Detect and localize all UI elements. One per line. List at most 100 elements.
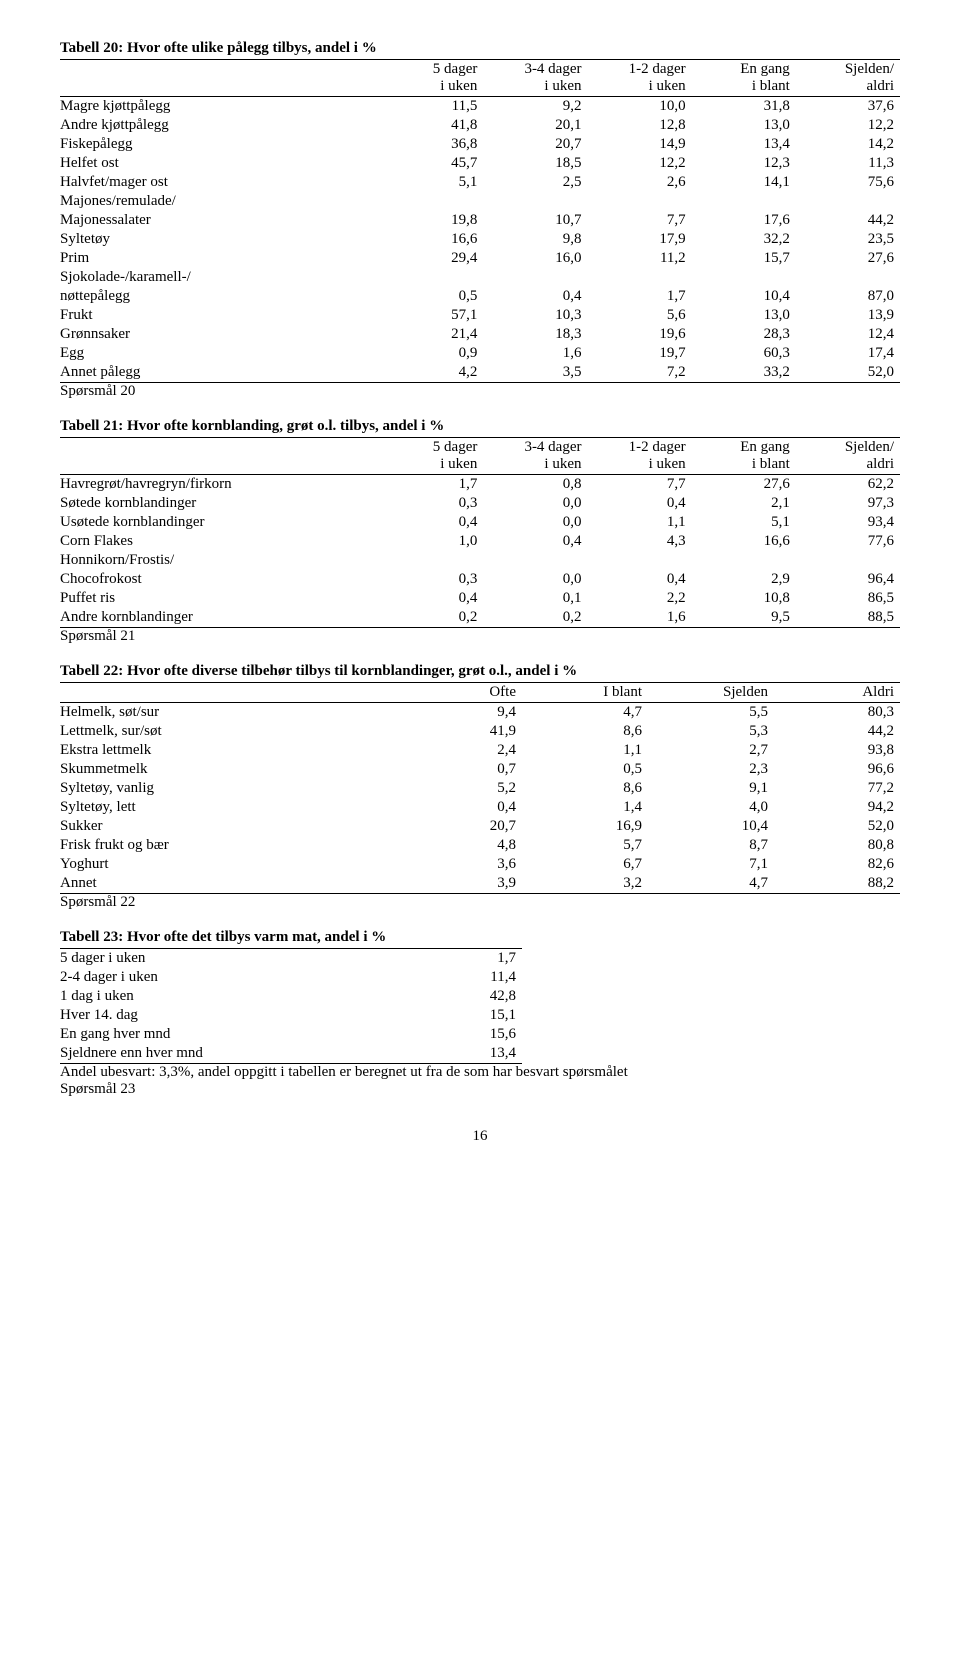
row-label: Egg (60, 344, 379, 363)
table-20-title: Tabell 20: Hvor ofte ulike pålegg tilbys… (60, 40, 900, 57)
table-row: Skummetmelk0,70,52,396,6 (60, 760, 900, 779)
table-row: Prim29,416,011,215,727,6 (60, 249, 900, 268)
cell: 10,7 (483, 211, 587, 230)
cell (588, 551, 692, 570)
cell: 11,5 (379, 97, 483, 117)
cell: 0,0 (483, 570, 587, 589)
row-label: Halvfet/mager ost (60, 173, 379, 192)
cell (796, 551, 900, 570)
table-23-note: Andel ubesvart: 3,3%, andel oppgitt i ta… (60, 1064, 900, 1081)
cell: 18,3 (483, 325, 587, 344)
cell: 7,1 (648, 855, 774, 874)
cell (796, 192, 900, 211)
cell: 4,0 (648, 798, 774, 817)
table-21-header-row: 5 dageri uken 3-4 dageri uken 1-2 dageri… (60, 438, 900, 475)
table-row: Egg0,91,619,760,317,4 (60, 344, 900, 363)
col-header: En gangi blant (692, 438, 796, 475)
row-label: Majonessalater (60, 211, 379, 230)
table-23-grid: 5 dager i uken1,72-4 dager i uken11,41 d… (60, 948, 522, 1064)
table-22-header-row: Ofte I blant Sjelden Aldri (60, 683, 900, 703)
row-label: Syltetøy (60, 230, 379, 249)
table-row: Corn Flakes1,00,44,316,677,6 (60, 532, 900, 551)
cell: 2,1 (692, 494, 796, 513)
row-label: Grønnsaker (60, 325, 379, 344)
cell: 10,4 (692, 287, 796, 306)
table-21-grid: 5 dageri uken 3-4 dageri uken 1-2 dageri… (60, 437, 900, 628)
cell: 5,6 (588, 306, 692, 325)
table-row: Annet pålegg4,23,57,233,252,0 (60, 363, 900, 383)
row-label: Helmelk, søt/sur (60, 703, 396, 723)
cell: 7,7 (588, 211, 692, 230)
cell: 4,2 (379, 363, 483, 383)
cell: 5,3 (648, 722, 774, 741)
table-row: Sjeldnere enn hver mnd13,4 (60, 1044, 522, 1064)
cell: 36,8 (379, 135, 483, 154)
cell: 93,8 (774, 741, 900, 760)
table-22-grid: Ofte I blant Sjelden Aldri Helmelk, søt/… (60, 682, 900, 894)
cell: 41,9 (396, 722, 522, 741)
row-label: Lettmelk, sur/søt (60, 722, 396, 741)
table-row: Fiskepålegg36,820,714,913,414,2 (60, 135, 900, 154)
cell: 1,7 (588, 287, 692, 306)
cell: 16,9 (522, 817, 648, 836)
cell (588, 268, 692, 287)
row-label: Annet (60, 874, 396, 894)
cell (796, 268, 900, 287)
cell: 17,9 (588, 230, 692, 249)
cell: 33,2 (692, 363, 796, 383)
cell: 14,9 (588, 135, 692, 154)
table-row: Grønnsaker21,418,319,628,312,4 (60, 325, 900, 344)
table-row: Frukt57,110,35,613,013,9 (60, 306, 900, 325)
table-row: Majones/remulade/ (60, 192, 900, 211)
row-label: Hver 14. dag (60, 1006, 383, 1025)
cell: 9,1 (648, 779, 774, 798)
cell: 10,4 (648, 817, 774, 836)
table-20-header-row: 5 dageri uken 3-4 dageri uken 1-2 dageri… (60, 60, 900, 97)
table-22: Tabell 22: Hvor ofte diverse tilbehør ti… (60, 663, 900, 911)
cell: 10,3 (483, 306, 587, 325)
row-label: Corn Flakes (60, 532, 379, 551)
cell: 13,4 (692, 135, 796, 154)
row-label: Puffet ris (60, 589, 379, 608)
cell: 12,3 (692, 154, 796, 173)
page-number: 16 (60, 1128, 900, 1145)
table-row: Halvfet/mager ost5,12,52,614,175,6 (60, 173, 900, 192)
row-label: 1 dag i uken (60, 987, 383, 1006)
cell: 82,6 (774, 855, 900, 874)
col-header: 5 dageri uken (379, 60, 483, 97)
cell: 3,2 (522, 874, 648, 894)
cell: 19,7 (588, 344, 692, 363)
table-row: Magre kjøttpålegg11,59,210,031,837,6 (60, 97, 900, 117)
col-header: 1-2 dageri uken (588, 60, 692, 97)
row-label: Søtede kornblandinger (60, 494, 379, 513)
cell: 0,3 (379, 494, 483, 513)
table-row: Puffet ris0,40,12,210,886,5 (60, 589, 900, 608)
cell: 0,0 (483, 494, 587, 513)
cell: 3,5 (483, 363, 587, 383)
cell: 20,7 (396, 817, 522, 836)
cell: 9,5 (692, 608, 796, 628)
cell: 3,9 (396, 874, 522, 894)
col-header: Aldri (774, 683, 900, 703)
cell: 20,7 (483, 135, 587, 154)
cell: 12,8 (588, 116, 692, 135)
cell: 13,0 (692, 116, 796, 135)
cell: 17,4 (796, 344, 900, 363)
table-row: Sukker20,716,910,452,0 (60, 817, 900, 836)
row-label: Fiskepålegg (60, 135, 379, 154)
cell: 11,2 (588, 249, 692, 268)
cell (379, 192, 483, 211)
row-label: Ekstra lettmelk (60, 741, 396, 760)
table-20: Tabell 20: Hvor ofte ulike pålegg tilbys… (60, 40, 900, 400)
row-label: Syltetøy, vanlig (60, 779, 396, 798)
col-header: Sjelden/aldri (796, 60, 900, 97)
cell: 15,7 (692, 249, 796, 268)
row-label: Andre kjøttpålegg (60, 116, 379, 135)
cell: 27,6 (692, 475, 796, 495)
row-label: Annet pålegg (60, 363, 379, 383)
cell: 8,7 (648, 836, 774, 855)
table-row: 1 dag i uken42,8 (60, 987, 522, 1006)
cell: 60,3 (692, 344, 796, 363)
cell: 44,2 (796, 211, 900, 230)
cell: 4,7 (522, 703, 648, 723)
